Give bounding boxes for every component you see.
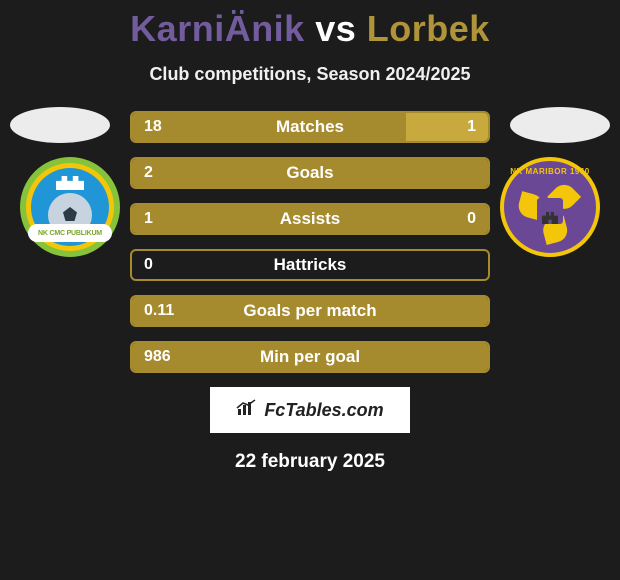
stat-label: Min per goal	[260, 347, 360, 367]
player-photo-left	[10, 107, 110, 143]
right-team-arc: NK MARIBOR 1960	[510, 167, 590, 176]
stat-label: Matches	[276, 117, 344, 137]
stat-value-left: 1	[144, 210, 153, 228]
stat-label: Hattricks	[274, 255, 347, 275]
player-photo-right	[510, 107, 610, 143]
subtitle: Club competitions, Season 2024/2025	[0, 64, 620, 85]
mini-castle-icon	[542, 212, 558, 224]
stat-label: Goals	[286, 163, 333, 183]
castle-icon	[56, 176, 84, 190]
stat-value-right: 1	[467, 118, 476, 136]
brand-box[interactable]: FcTables.com	[210, 387, 410, 433]
stat-value-left: 18	[144, 118, 162, 136]
flower-icon	[521, 182, 579, 240]
date-label: 22 february 2025	[10, 451, 610, 473]
comparison-panel: NK CMC PUBLIKUM NK MARIBOR 1960 18 Matche…	[0, 111, 620, 473]
left-team-ribbon: NK CMC PUBLIKUM	[38, 230, 102, 237]
stat-value-left: 986	[144, 348, 171, 366]
stat-bar: 18 Matches 1	[130, 111, 490, 143]
page-title: KarniÄnik vs Lorbek	[0, 0, 620, 50]
team-logo-right: NK MARIBOR 1960	[500, 157, 600, 257]
stat-value-left: 2	[144, 164, 153, 182]
title-right-player: Lorbek	[367, 8, 490, 49]
stat-value-left: 0.11	[144, 302, 174, 320]
stat-fill-left	[132, 113, 406, 141]
stat-value-left: 0	[144, 256, 153, 274]
stat-bar: 0.11 Goals per match	[130, 295, 490, 327]
stat-bar: 1 Assists 0	[130, 203, 490, 235]
chart-icon	[236, 399, 258, 422]
stat-bar: 0 Hattricks	[130, 249, 490, 281]
stat-bars: 18 Matches 1 2 Goals 1 Assists 0 0 Hattricks 0.11 G…	[130, 111, 490, 373]
team-logo-left: NK CMC PUBLIKUM	[20, 157, 120, 257]
stat-label: Goals per match	[243, 301, 376, 321]
title-vs: vs	[315, 8, 356, 49]
stat-bar: 2 Goals	[130, 157, 490, 189]
stat-bar: 986 Min per goal	[130, 341, 490, 373]
stat-label: Assists	[280, 209, 340, 229]
stat-value-right: 0	[467, 210, 476, 228]
title-left-player: KarniÄnik	[130, 8, 305, 49]
brand-text: FcTables.com	[264, 400, 383, 421]
